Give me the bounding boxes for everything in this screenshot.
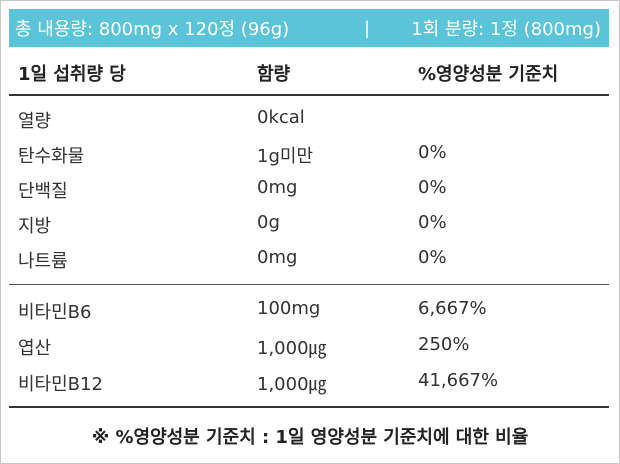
nutrient-name: 단백질 (18, 181, 68, 202)
table-row: 엽산 1,000㎍ 250% (9, 331, 609, 361)
footnote: ※ %영양성분 기준치 : 1일 영양성분 기준치에 대한 비율 (91, 427, 529, 448)
nutrient-dv: 0% (418, 247, 447, 268)
column-daily-value: %영양성분 기준치 (418, 64, 559, 85)
header-divider (9, 94, 609, 96)
table-row: 지방 0g 0% (9, 209, 609, 239)
table-bottom-rule (9, 406, 609, 408)
nutrient-name: 지방 (18, 216, 52, 237)
serving-size: 1회 분량: 1정 (800mg) (411, 19, 601, 40)
header-bar: 총 내용량: 800mg x 120정 (96g) | 1회 분량: 1정 (8… (9, 9, 609, 47)
table-row: 열량 0kcal (9, 104, 609, 134)
table-row: 탄수화물 1g미만 0% (9, 139, 609, 169)
nutrient-name: 열량 (18, 111, 52, 132)
column-amount: 함량 (257, 64, 291, 85)
table-row: 단백질 0mg 0% (9, 174, 609, 204)
nutrient-amount: 1g미만 (257, 146, 313, 167)
nutrient-name: 나트륨 (18, 251, 68, 272)
vitamin-name: 비타민B6 (18, 302, 92, 323)
nutrient-amount: 0kcal (257, 107, 305, 128)
nutrient-amount: 0g (257, 212, 280, 233)
vitamin-amount: 100mg (257, 298, 321, 319)
nutrient-dv: 0% (418, 142, 447, 163)
nutrient-dv: 0% (418, 212, 447, 233)
table-row: 비타민B12 1,000㎍ 41,667% (9, 367, 609, 397)
table-row: 비타민B6 100mg 6,667% (9, 295, 609, 325)
vitamin-dv: 250% (418, 334, 470, 355)
nutrient-dv: 0% (418, 177, 447, 198)
nutrient-amount: 0mg (257, 177, 298, 198)
vitamin-name: 엽산 (18, 338, 52, 359)
total-content: 총 내용량: 800mg x 120정 (96g) (15, 19, 290, 40)
table-row: 나트륨 0mg 0% (9, 244, 609, 274)
nutrient-name: 탄수화물 (18, 146, 85, 167)
section-divider (9, 284, 609, 285)
vitamin-name: 비타민B12 (18, 374, 103, 395)
vitamin-amount: 1,000㎍ (257, 374, 327, 395)
nutrient-amount: 0mg (257, 247, 298, 268)
vitamin-dv: 41,667% (418, 370, 499, 391)
header-separator: | (364, 17, 371, 39)
column-headers: 1일 섭취량 당 함량 %영양성분 기준치 (9, 57, 609, 87)
column-basis: 1일 섭취량 당 (18, 64, 126, 85)
vitamin-amount: 1,000㎍ (257, 338, 327, 359)
vitamin-dv: 6,667% (418, 298, 487, 319)
